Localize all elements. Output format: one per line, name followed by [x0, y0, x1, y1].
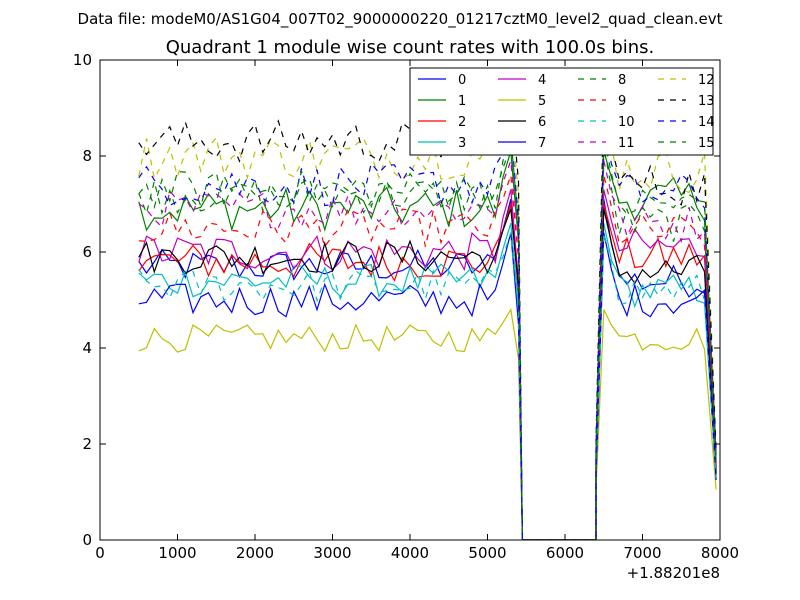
- legend-label: 9: [618, 94, 626, 109]
- y-tick-label: 10: [73, 51, 92, 69]
- legend-label: 0: [458, 73, 466, 88]
- legend-label: 5: [538, 94, 546, 109]
- legend-label: 2: [458, 115, 466, 130]
- figure-suptitle: Data file: modeM0/AS1G04_007T02_90000002…: [78, 10, 723, 29]
- series-line-15: [138, 136, 717, 540]
- x-tick-label: 1000: [158, 544, 196, 562]
- y-tick-label: 0: [82, 531, 92, 549]
- series-line-14: [138, 127, 717, 540]
- x-tick-label: 7000: [623, 544, 661, 562]
- legend-label: 1: [458, 94, 466, 109]
- legend-label: 13: [698, 94, 715, 109]
- series-line-11: [138, 160, 717, 540]
- legend-label: 3: [458, 136, 466, 151]
- series-layer: [138, 93, 717, 540]
- legend-label: 6: [538, 115, 546, 130]
- y-tick-label: 4: [82, 339, 92, 357]
- series-line-4: [138, 189, 717, 540]
- legend-label: 10: [618, 115, 635, 130]
- legend-label: 4: [538, 73, 546, 88]
- legend-label: 15: [698, 136, 715, 151]
- x-tick-label: 3000: [313, 544, 351, 562]
- legend-label: 11: [618, 136, 635, 151]
- y-tick-label: 8: [82, 147, 92, 165]
- series-line-9: [138, 175, 717, 540]
- x-tick-label: 4000: [391, 544, 429, 562]
- series-line-3: [138, 223, 717, 540]
- legend-label: 12: [698, 73, 715, 88]
- legend-label: 8: [618, 73, 626, 88]
- x-tick-label: 0: [95, 544, 105, 562]
- chart-title: Quadrant 1 module wise count rates with …: [166, 37, 655, 58]
- x-tick-label: 6000: [546, 544, 584, 562]
- series-line-7: [138, 232, 717, 540]
- series-line-5: [138, 307, 717, 540]
- x-offset-label: +1.88201e8: [627, 564, 720, 582]
- series-line-2: [138, 203, 717, 540]
- x-tick-label: 5000: [468, 544, 506, 562]
- y-tick-label: 6: [82, 243, 92, 261]
- series-line-1: [138, 151, 717, 540]
- series-line-13: [138, 93, 717, 540]
- legend-label: 14: [698, 115, 715, 130]
- legend-label: 7: [538, 136, 546, 151]
- x-tick-label: 2000: [236, 544, 274, 562]
- y-tick-label: 2: [82, 435, 92, 453]
- legend-box: [409, 67, 714, 156]
- x-tick-label: 8000: [701, 544, 739, 562]
- series-line-12: [138, 112, 717, 540]
- series-line-6: [138, 208, 717, 540]
- series-line-8: [138, 146, 717, 540]
- series-line-10: [138, 232, 717, 540]
